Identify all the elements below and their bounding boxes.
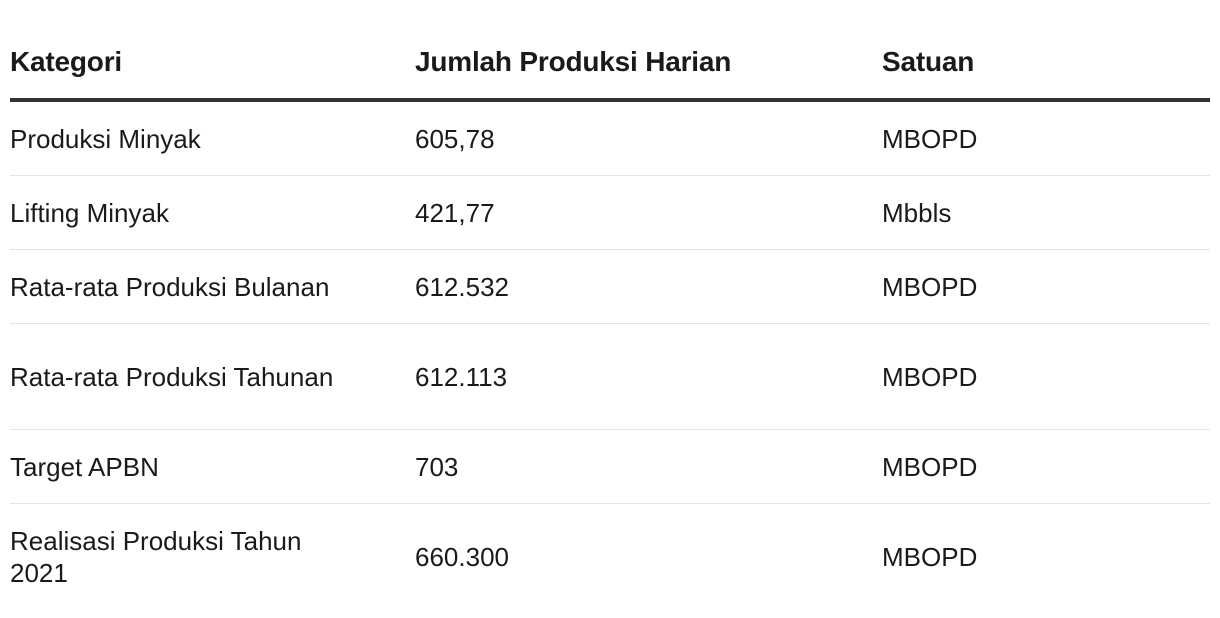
cell-jumlah: 612.113 xyxy=(415,323,882,430)
table-header-row: Kategori Jumlah Produksi Harian Satuan xyxy=(10,28,1210,102)
table-row: Target APBN 703 MBOPD xyxy=(10,429,1210,504)
cell-jumlah: 421,77 xyxy=(415,175,882,250)
cell-jumlah: 605,78 xyxy=(415,100,882,176)
cell-jumlah: 660.300 xyxy=(415,541,509,572)
cell-kategori: Rata-rata Produksi Bulanan xyxy=(10,249,415,324)
table-row: Produksi Minyak 605,78 MBOPD xyxy=(10,100,1210,176)
cell-kategori: Target APBN xyxy=(10,429,415,504)
cell-kategori: Realisasi Produksi Tahun 2021 xyxy=(10,525,302,588)
header-satuan: Satuan xyxy=(882,28,1210,102)
header-jumlah: Jumlah Produksi Harian xyxy=(415,28,882,102)
cell-jumlah: 612.532 xyxy=(415,249,882,324)
cell-kategori: Produksi Minyak xyxy=(10,100,415,176)
cell-kategori: Lifting Minyak xyxy=(10,175,415,250)
table-row: Realisasi Produksi Tahun 2021 660.300 MB… xyxy=(10,504,1210,610)
production-table: Kategori Jumlah Produksi Harian Satuan P… xyxy=(10,28,1210,609)
cell-satuan: Mbbls xyxy=(882,175,1210,250)
cell-satuan: MBOPD xyxy=(882,249,1210,324)
cell-jumlah: 703 xyxy=(415,429,882,504)
cell-satuan: MBOPD xyxy=(882,541,978,572)
cell-kategori: Rata-rata Produksi Tahunan xyxy=(10,323,415,430)
header-kategori: Kategori xyxy=(10,28,415,102)
cell-satuan: MBOPD xyxy=(882,323,1210,430)
table-row: Rata-rata Produksi Tahunan 612.113 MBOPD xyxy=(10,323,1210,430)
table-row: Rata-rata Produksi Bulanan 612.532 MBOPD xyxy=(10,249,1210,324)
table-row: Lifting Minyak 421,77 Mbbls xyxy=(10,175,1210,250)
cell-satuan: MBOPD xyxy=(882,429,1210,504)
production-table-container: Kategori Jumlah Produksi Harian Satuan P… xyxy=(10,28,1210,609)
cell-satuan: MBOPD xyxy=(882,100,1210,176)
